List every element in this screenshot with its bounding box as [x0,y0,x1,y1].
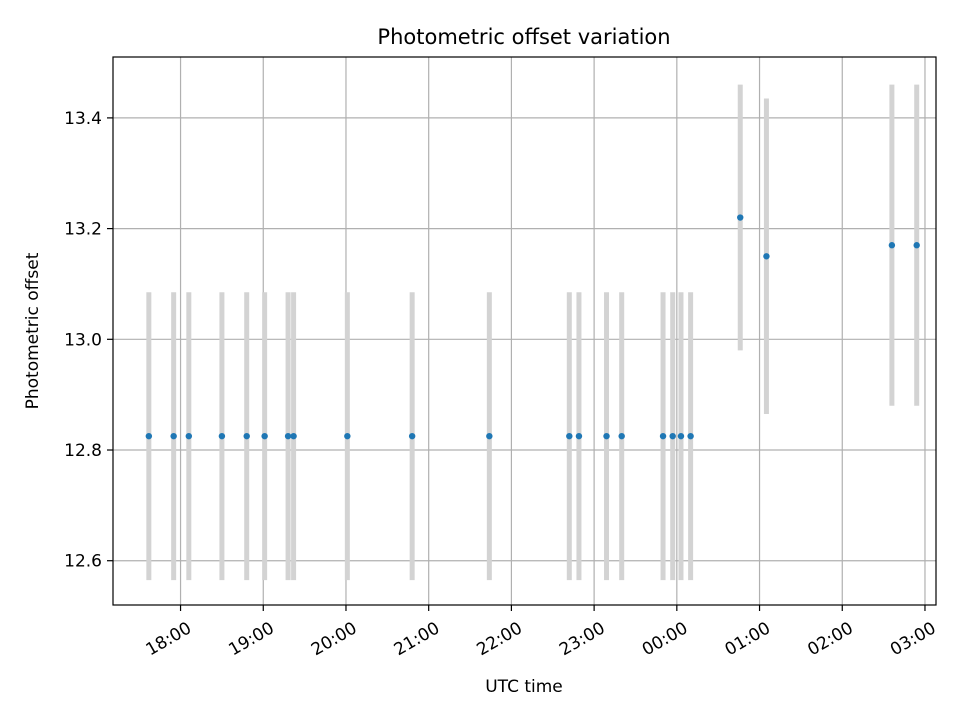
grid-lines [113,57,936,605]
data-point [687,432,694,440]
data-point [486,432,493,440]
data-point [170,432,177,440]
data-point [603,432,610,440]
data-point [659,432,667,440]
data-point [669,432,676,440]
y-tick-label: 13.4 [64,109,102,129]
x-axis-label: UTC time [485,677,563,697]
data-point [145,432,153,440]
data-point [677,432,685,440]
y-tick-label: 13.2 [64,220,102,240]
data-point [290,432,297,440]
data-point [566,432,573,440]
data-point [243,432,250,440]
data-point [261,432,268,440]
plot-frame [112,56,937,606]
y-tick-label: 12.8 [64,441,102,461]
data-point [575,432,583,440]
data-points [145,214,920,440]
data-point [218,432,226,440]
data-point [737,214,744,221]
data-point [618,432,625,440]
y-axis-label: Photometric offset [23,252,43,409]
y-axis-ticks: 12.6 12.8 13.0 13.2 13.4 [64,109,113,572]
y-tick-label: 12.6 [64,552,102,572]
data-point [913,242,920,249]
chart-title: Photometric offset variation [377,25,670,49]
data-point [185,432,193,440]
data-point [344,432,351,440]
data-point [763,253,770,260]
data-point [888,242,896,249]
data-point [284,432,292,440]
data-point [408,432,416,440]
y-tick-label: 13.0 [64,330,102,350]
